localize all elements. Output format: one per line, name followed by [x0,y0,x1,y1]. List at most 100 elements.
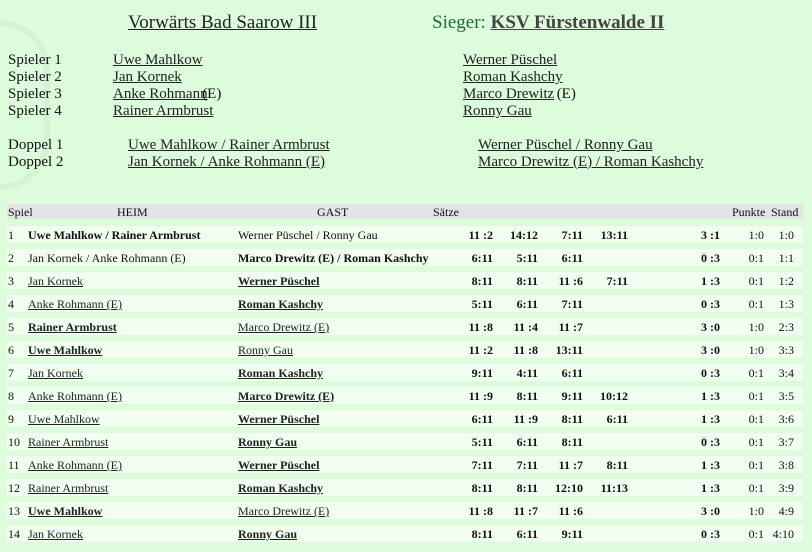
set-score: 11 :7 [558,458,583,472]
set-score: 9:11 [561,527,583,541]
set-score: 5:11 [516,251,538,265]
guest-player-link[interactable]: Marco Drewitz [463,86,555,102]
points: 0:1 [748,527,764,541]
home-team-link[interactable]: Vorwärts Bad Saarow III [128,12,318,33]
points: 1:0 [748,320,764,334]
home-player[interactable]: Jan Kornek [28,366,83,380]
set-score: 8:11 [471,274,493,288]
match-number: 2 [8,251,14,265]
guest-player[interactable]: Werner Püschel [238,274,320,288]
set-score: 11 :6 [558,274,583,288]
guest-player[interactable]: Ronny Gau [238,527,298,541]
guest-player-link[interactable]: Werner Püschel [463,52,558,68]
home-doubles-link[interactable]: Jan Kornek / Anke Rohmann (E) [128,154,326,170]
points: 0:1 [748,435,764,449]
match-number: 7 [8,366,14,380]
home-player-link[interactable]: Anke Rohmann [113,86,208,102]
match-number: 11 [8,458,20,472]
home-player-link[interactable]: Rainer Armbrust [113,103,214,119]
winner-team-link[interactable]: KSV Fürstenwalde II [490,12,665,33]
set-score: 8:11 [471,481,493,495]
points: 0:1 [748,274,764,288]
match-number: 1 [8,228,14,242]
set-score: 8:11 [516,481,538,495]
home-player-link[interactable]: Jan Kornek [113,69,182,85]
home-player[interactable]: Anke Rohmann (E) [28,297,122,311]
guest-doubles-link[interactable]: Werner Püschel / Ronny Gau [478,137,653,153]
guest-player[interactable]: Roman Kashchy [238,366,324,380]
match-result: 0 :3 [701,297,720,311]
guest-player[interactable]: Marco Drewitz (E) [238,504,330,518]
points: 0:1 [748,412,764,426]
match-number: 4 [8,297,14,311]
set-score: 7:11 [561,228,583,242]
col-punkte: Punkte [732,205,766,219]
home-player[interactable]: Anke Rohmann (E) [28,458,122,472]
table-row: 13 Uwe Mahlkow Marco Drewitz (E) 11 :8 11 :7… [7,502,803,519]
set-score: 11 :2 [468,228,493,242]
match-result: 3 :1 [701,228,720,242]
guest-doubles-link[interactable]: Marco Drewitz (E) / Roman Kashchy [478,154,704,170]
set-score: 13:11 [555,343,583,357]
doubles-label: Doppel 1 [8,137,64,153]
standing: 4:10 [772,527,794,541]
set-score: 11 :9 [513,412,538,426]
table-row: 12 Rainer Armbrust Roman Kashchy 8:11 8:11 12… [7,479,803,496]
match-number: 6 [8,343,14,357]
set-score: 6:11 [516,527,538,541]
player-label: Spieler 4 [8,103,62,119]
table-row: 2 Jan Kornek / Anke Rohmann (E) Marco Drew… [7,249,803,266]
home-player[interactable]: Jan Kornek [28,274,83,288]
points: 0:1 [748,458,764,472]
standing: 2:3 [778,320,794,334]
home-doubles-link[interactable]: Uwe Mahlkow / Rainer Armbrust [128,137,330,153]
set-score: 6:11 [471,412,493,426]
home-player[interactable]: Rainer Armbrust [28,320,117,334]
guest-player-suffix: (E) [556,86,576,102]
match-result: 1 :3 [701,274,720,288]
home-player-link[interactable]: Uwe Mahlkow [113,52,203,68]
points: 1:0 [748,504,764,518]
table-row: 1 Uwe Mahlkow / Rainer Armbrust Werner Püs… [7,226,803,243]
set-score: 6:11 [516,297,538,311]
set-score: 11 :8 [468,320,493,334]
points: 1:0 [748,228,764,242]
standing: 1:3 [778,297,794,311]
set-score: 12:10 [555,481,583,495]
guest-player[interactable]: Marco Drewitz (E) [238,320,330,334]
set-score: 10:12 [600,389,628,403]
home-player[interactable]: Jan Kornek [28,527,83,541]
guest-player-link[interactable]: Roman Kashchy [463,69,563,85]
set-score: 8:11 [606,458,628,472]
set-score: 6:11 [561,251,583,265]
home-player[interactable]: Anke Rohmann (E) [28,389,122,403]
match-number: 12 [8,481,20,495]
home-player[interactable]: Uwe Mahlkow [28,412,100,426]
set-score: 11 :7 [558,320,583,334]
standing: 4:9 [778,504,794,518]
table-header: Spiel HEIM GAST Sätze Punkte Stand [7,204,803,219]
home-player: Uwe Mahlkow / Rainer Armbrust [28,228,201,242]
set-score: 11 :4 [513,320,538,334]
guest-player[interactable]: Werner Püschel [238,458,320,472]
guest-player[interactable]: Ronny Gau [238,343,293,357]
col-spiel: Spiel [8,205,33,219]
guest-player[interactable]: Roman Kashchy [238,481,324,495]
table-row: 3 Jan Kornek Werner Püschel 8:11 8:11 11 :6 7:… [7,272,803,289]
home-player[interactable]: Rainer Armbrust [28,435,109,449]
guest-player[interactable]: Marco Drewitz (E) [238,389,335,403]
home-player[interactable]: Uwe Mahlkow [28,343,103,357]
winner-heading: Sieger: KSV Fürstenwalde II [432,12,664,34]
guest-player[interactable]: Werner Püschel [238,412,320,426]
set-score: 8:11 [471,527,493,541]
guest-player: Marco Drewitz (E) / Roman Kashchy [238,251,429,265]
match-result: 0 :3 [701,251,720,265]
home-player[interactable]: Uwe Mahlkow [28,504,103,518]
home-player[interactable]: Rainer Armbrust [28,481,109,495]
guest-player[interactable]: Roman Kashchy [238,297,324,311]
guest-player-link[interactable]: Ronny Gau [463,103,532,119]
guest-player[interactable]: Ronny Gau [238,435,298,449]
set-score: 8:11 [561,435,583,449]
set-score: 11:13 [600,481,628,495]
set-score: 11 :8 [468,504,493,518]
